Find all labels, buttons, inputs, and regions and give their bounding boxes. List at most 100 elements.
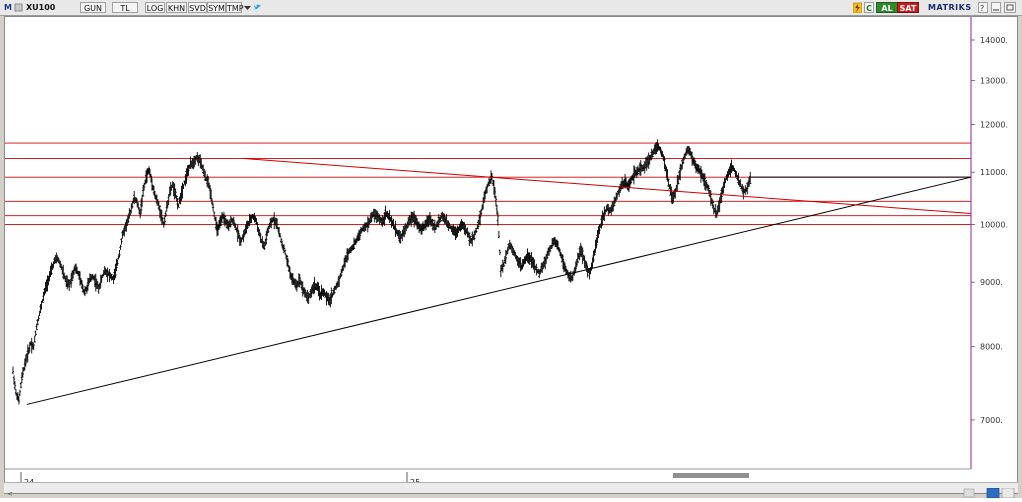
symbol-icon[interactable] — [14, 2, 24, 13]
minimize-icon[interactable] — [991, 2, 1001, 13]
price-bar — [272, 212, 276, 230]
price-bar — [36, 319, 39, 326]
brand-label: MATRIKS — [928, 3, 972, 12]
price-bar — [237, 229, 240, 239]
price-bar — [493, 187, 497, 199]
price-bar — [32, 343, 35, 351]
price-bar — [41, 299, 44, 303]
price-bar — [19, 382, 23, 389]
price-bar — [116, 259, 119, 266]
sym-button[interactable]: SYM — [207, 2, 226, 13]
price-bar — [519, 257, 522, 272]
price-bar — [506, 246, 509, 254]
price-bar — [185, 168, 188, 184]
restore-icon[interactable] — [1004, 2, 1016, 13]
y-tick-label: 12000. — [980, 120, 1008, 129]
price-bar — [246, 220, 249, 230]
help-icon[interactable]: ? — [978, 2, 988, 13]
price-bar — [477, 219, 480, 230]
lightning-icon[interactable] — [852, 2, 863, 14]
price-bar — [229, 215, 233, 228]
price-chart[interactable]: 14000. 13000. 12000. 11000. 10000. 9000. 8000.… — [5, 17, 1017, 493]
price-bar — [545, 250, 549, 260]
price-bar — [119, 244, 122, 251]
price-bar — [682, 157, 685, 164]
y-tick-label: 10000. — [980, 220, 1008, 229]
price-bar — [175, 195, 178, 202]
trendline[interactable] — [242, 157, 972, 215]
c-button[interactable]: C — [864, 2, 874, 13]
period-button[interactable]: GUN — [80, 2, 106, 13]
price-bar — [142, 183, 146, 191]
price-bar — [98, 282, 101, 290]
svg-text:?: ? — [980, 4, 984, 12]
chart-area[interactable]: 14000. 13000. 12000. 11000. 10000. 9000. 8000.… — [4, 16, 1018, 494]
price-bar — [118, 249, 121, 258]
price-bar — [232, 216, 235, 226]
log-scale-button[interactable]: LOG — [145, 2, 165, 13]
price-bar — [120, 238, 123, 245]
scroll-left-icon[interactable]: < — [7, 490, 13, 498]
price-bar — [177, 203, 180, 208]
price-bar — [482, 191, 486, 204]
price-bar — [746, 182, 749, 195]
price-bar — [739, 179, 742, 188]
price-bar — [502, 262, 506, 267]
price-bar — [37, 316, 40, 322]
sell-button[interactable]: SAT — [897, 2, 919, 13]
price-bar — [80, 280, 84, 290]
price-bar — [629, 176, 633, 185]
price-bar — [650, 148, 653, 161]
price-bar — [127, 213, 130, 224]
svd-button[interactable]: SVD — [188, 2, 207, 13]
symbol-name[interactable]: XU100 — [26, 3, 56, 12]
price-bar — [434, 224, 438, 231]
price-bar — [182, 184, 185, 189]
price-bar — [576, 252, 579, 264]
horizontal-scrollbar[interactable]: < — [4, 482, 1018, 499]
price-bar — [147, 166, 151, 174]
price-bar — [83, 286, 87, 297]
price-bar — [592, 250, 595, 263]
price-bar — [134, 197, 138, 204]
price-bar — [720, 187, 723, 204]
price-bar — [665, 166, 668, 179]
khn-button[interactable]: KHN — [166, 2, 187, 13]
price-bar — [280, 240, 284, 248]
twitter-icon[interactable] — [253, 2, 262, 13]
scroll-right-icon[interactable] — [963, 488, 975, 498]
price-bar — [193, 155, 196, 168]
y-tick-label: 11000. — [980, 168, 1008, 177]
price-bar — [690, 151, 694, 166]
price-bar — [12, 375, 16, 385]
price-bar — [34, 330, 37, 337]
currency-button[interactable]: TL — [112, 2, 138, 13]
price-bar — [651, 150, 654, 157]
price-bar — [418, 223, 422, 232]
dropdown-arrow-icon[interactable] — [243, 2, 252, 13]
settings-icon[interactable] — [1001, 487, 1015, 499]
price-bar — [212, 211, 216, 218]
price-bar — [575, 258, 578, 268]
buy-button[interactable]: AL — [876, 2, 898, 13]
price-bar — [20, 372, 24, 384]
trendline[interactable] — [26, 176, 972, 405]
price-bar — [323, 289, 326, 296]
price-bar — [581, 247, 584, 265]
price-bar — [469, 235, 472, 244]
price-bar — [593, 249, 596, 256]
price-bar — [682, 154, 686, 161]
price-bar — [612, 202, 615, 212]
price-bar — [139, 199, 143, 215]
tmp-button[interactable]: TMP — [226, 2, 244, 13]
price-bar — [358, 230, 362, 241]
price-bar — [141, 185, 145, 197]
price-bar — [209, 189, 213, 201]
price-bar — [50, 262, 53, 275]
price-bar — [497, 231, 501, 239]
zoom-icon[interactable] — [986, 487, 1000, 499]
price-bar — [174, 188, 177, 198]
price-bar — [35, 323, 38, 331]
price-bar — [439, 215, 442, 223]
